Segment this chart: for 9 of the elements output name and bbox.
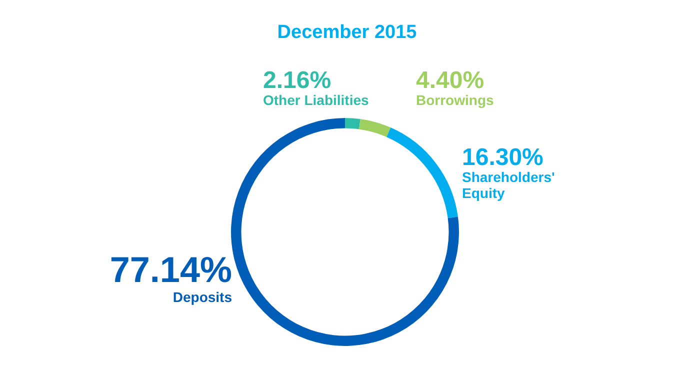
data-label: 2.16% [263,67,332,94]
data-label: 4.40% [416,67,484,94]
slice-label: Shareholders' Equity [462,169,555,201]
slice-label: Other Liabilities [263,92,370,108]
slice-label: Borrowings [416,92,494,108]
slice-label: Deposits [172,289,232,305]
data-label: 77.14% [110,249,232,290]
data-label: 16.30% [462,144,544,171]
chart-title: December 2015 [277,22,418,43]
